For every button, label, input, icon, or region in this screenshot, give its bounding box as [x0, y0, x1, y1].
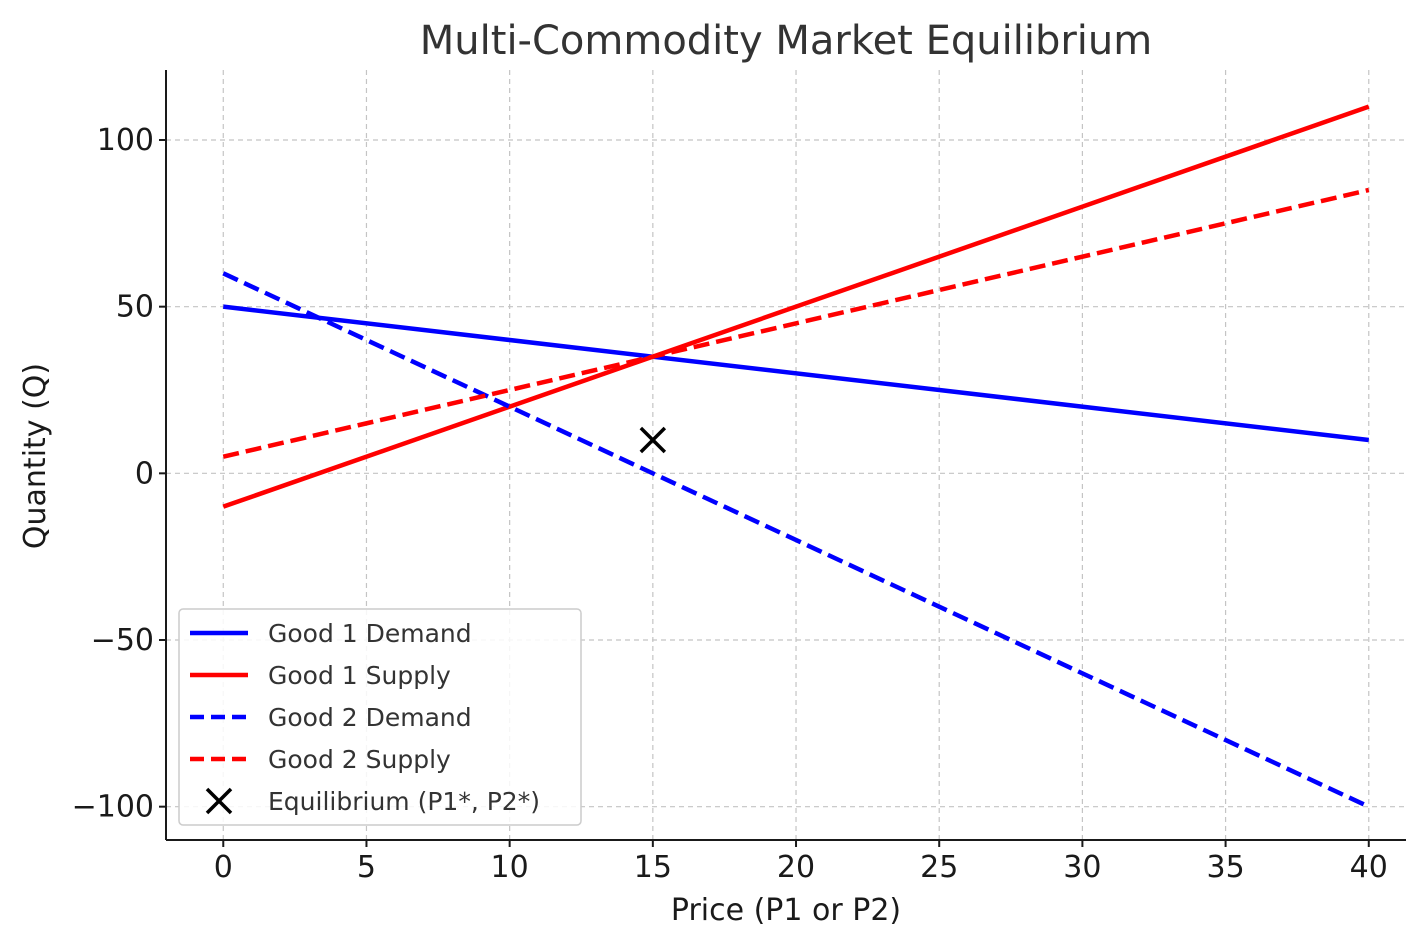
x-axis-ticks: 0 5 10 15 20 25 30 35 40 [214, 840, 1388, 885]
series-line-good-1-supply [222, 104, 1370, 509]
x-tick-label-4: 20 [777, 850, 815, 885]
series-line-good-2-supply [222, 187, 1370, 459]
y-axis-label: Quantity (Q) [18, 363, 53, 549]
legend-frame [178, 608, 582, 826]
legend-label-good-1-supply: Good 1 Supply [268, 661, 451, 690]
legend-label-good-1-demand: Good 1 Demand [268, 619, 472, 648]
x-tick-label-8: 40 [1350, 850, 1388, 885]
y-tick-label-1: −50 [91, 623, 154, 658]
x-tick-label-2: 10 [491, 850, 529, 885]
y-axis-ticks: −100 −50 0 50 100 [72, 123, 166, 825]
series-line-good-2-demand [222, 271, 1370, 809]
x-tick-label-0: 0 [214, 850, 233, 885]
legend-label-good-2-demand: Good 2 Demand [268, 703, 472, 732]
y-tick-label-3: 50 [116, 290, 154, 325]
series-layer [222, 104, 1370, 809]
chart-title: Multi-Commodity Market Equilibrium [420, 18, 1152, 64]
y-tick-label-0: −100 [72, 790, 154, 825]
x-tick-label-1: 5 [357, 850, 376, 885]
legend-swatch-equilibrium-p1-p2 [205, 787, 233, 815]
marker-layer [639, 426, 667, 454]
legend: Good 1 Demand Good 1 Supply Good 2 Demand G… [178, 608, 582, 826]
y-tick-label-2: 0 [135, 456, 154, 491]
equilibrium-marker [639, 426, 667, 454]
x-tick-label-7: 35 [1206, 850, 1244, 885]
x-axis-label: Price (P1 or P2) [671, 893, 901, 928]
x-tick-label-6: 30 [1063, 850, 1101, 885]
legend-label-good-2-supply: Good 2 Supply [268, 745, 451, 774]
legend-label-equilibrium-p1-p2: Equilibrium (P1*, P2*) [268, 787, 540, 816]
x-tick-label-3: 15 [634, 850, 672, 885]
series-line-good-1-demand [223, 304, 1370, 443]
x-tick-label-5: 25 [920, 850, 958, 885]
axes-spines [165, 70, 1406, 841]
y-tick-label-4: 100 [97, 123, 154, 158]
